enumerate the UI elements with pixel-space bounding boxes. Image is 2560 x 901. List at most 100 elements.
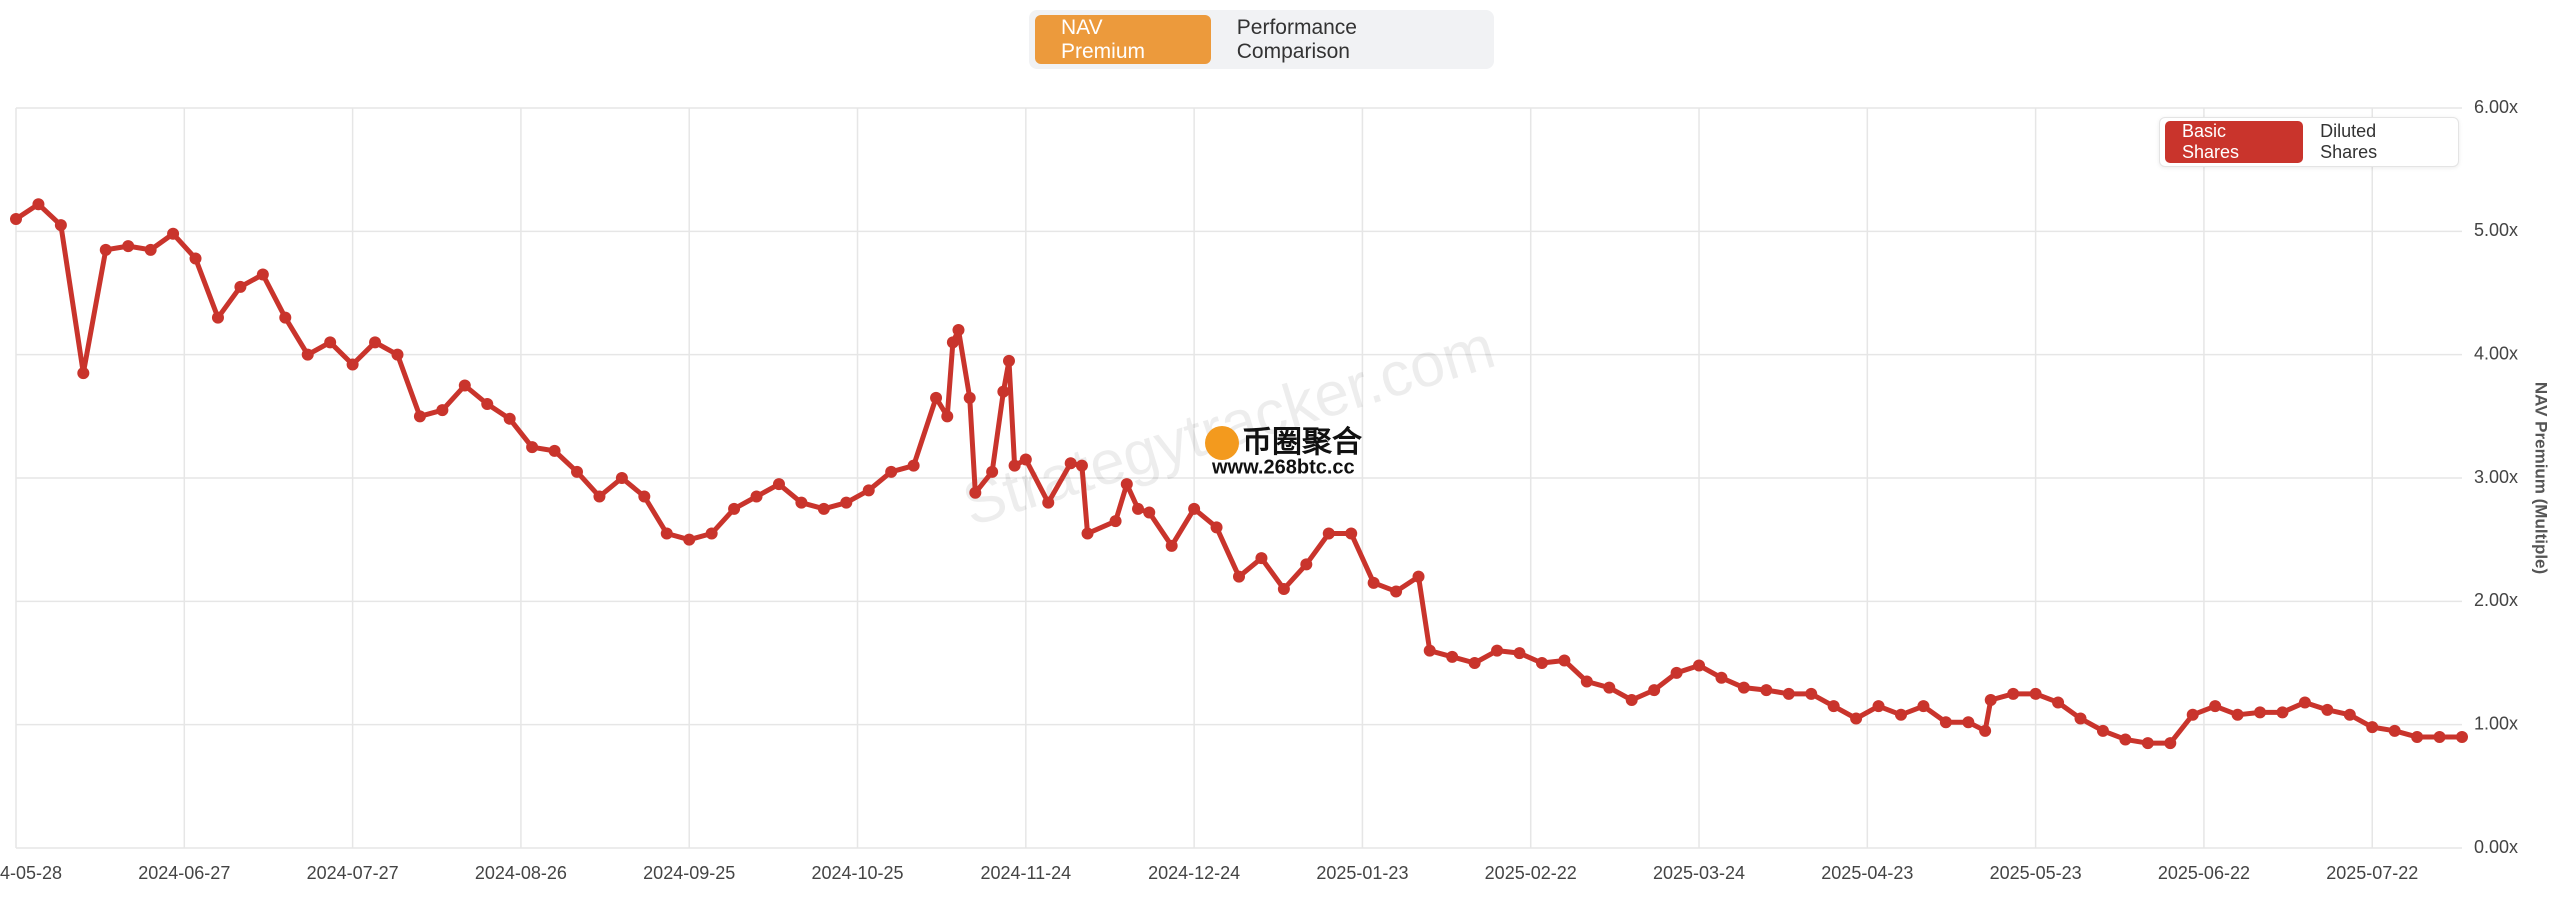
- data-point: [1277, 583, 1290, 595]
- x-tick-label: 2024-09-25: [643, 863, 735, 883]
- data-point: [2321, 703, 2334, 716]
- data-point: [1468, 657, 1481, 669]
- data-point: [705, 527, 718, 540]
- data-point: [2343, 708, 2356, 721]
- data-point: [946, 336, 959, 349]
- data-point: [1535, 657, 1548, 669]
- data-point: [615, 472, 628, 484]
- data-point: [413, 410, 426, 423]
- data-point: [1132, 502, 1145, 515]
- data-point: [1188, 502, 1201, 515]
- data-point: [1939, 716, 1952, 729]
- data-point: [2433, 731, 2446, 743]
- overlay-name: 币圈聚合: [1242, 425, 1362, 459]
- data-point: [1165, 539, 1178, 552]
- data-point: [728, 502, 741, 515]
- share-toggle: Basic Shares Diluted Shares: [2159, 117, 2459, 167]
- data-point: [54, 219, 67, 232]
- x-tick-label: 2025-02-22: [1485, 863, 1577, 883]
- data-point: [1648, 684, 1661, 697]
- data-point: [301, 348, 314, 361]
- data-point: [1760, 684, 1773, 697]
- data-point: [503, 412, 516, 425]
- data-point: [1143, 506, 1156, 519]
- data-point: [189, 252, 202, 265]
- data-point: [2164, 737, 2177, 750]
- data-point: [1962, 716, 1975, 729]
- x-tick-label: 2024-07-27: [307, 863, 399, 883]
- x-tick-label: 2024-05-28: [0, 863, 62, 883]
- data-point: [1255, 552, 1268, 565]
- overlay-icon: [1205, 426, 1239, 460]
- data-point: [817, 502, 830, 515]
- data-point: [1367, 576, 1380, 589]
- data-point: [1625, 694, 1638, 706]
- data-point: [1580, 675, 1593, 688]
- data-point: [1064, 457, 1077, 470]
- data-point: [526, 441, 539, 454]
- data-point: [369, 336, 382, 349]
- data-point: [997, 385, 1010, 398]
- data-point: [1019, 453, 1032, 466]
- data-point: [1008, 459, 1021, 472]
- data-point: [1917, 700, 1930, 713]
- y-tick-label: 6.00x: [2474, 97, 2518, 117]
- x-tick-label: 2024-10-25: [811, 863, 903, 883]
- x-tick-label: 2025-03-24: [1653, 863, 1745, 883]
- data-point: [907, 459, 920, 472]
- data-point: [1002, 354, 1015, 367]
- data-point: [986, 465, 999, 478]
- data-point: [1737, 681, 1750, 694]
- data-point: [750, 490, 763, 503]
- x-tick-label: 2024-06-27: [138, 863, 230, 883]
- data-point: [391, 348, 404, 361]
- x-tick-label: 2025-06-22: [2158, 863, 2250, 883]
- data-point: [1670, 666, 1683, 679]
- basic-shares[interactable]: Basic Shares: [2165, 121, 2304, 163]
- x-tick-label: 2024-12-24: [1148, 863, 1240, 883]
- data-point: [1081, 527, 1094, 540]
- data-point: [144, 243, 157, 256]
- data-point: [1513, 647, 1526, 660]
- data-point: [458, 379, 471, 392]
- data-point: [885, 465, 898, 478]
- data-point: [1558, 654, 1571, 667]
- x-tick-label: 2024-08-26: [475, 863, 567, 883]
- data-point: [1300, 558, 1313, 571]
- data-point: [167, 227, 180, 240]
- data-point: [941, 410, 954, 423]
- data-point: [1233, 570, 1245, 583]
- data-point: [2186, 708, 2199, 721]
- y-tick-label: 3.00x: [2474, 467, 2518, 487]
- data-point: [481, 398, 494, 410]
- data-point: [32, 198, 45, 211]
- data-point: [1603, 681, 1616, 694]
- diluted-shares[interactable]: Diluted Shares: [2320, 121, 2378, 162]
- data-point: [2029, 687, 2042, 700]
- y-axis-title: NAV Premium (Multiple): [2532, 382, 2551, 574]
- data-point: [1390, 585, 1403, 598]
- data-point: [1423, 644, 1436, 657]
- data-point: [256, 268, 269, 281]
- data-point: [683, 533, 696, 546]
- data-point: [2254, 706, 2267, 719]
- data-point: [593, 490, 606, 503]
- tab-performance[interactable]: Performance Comparison: [1236, 15, 1357, 63]
- data-point: [1109, 515, 1122, 528]
- data-point: [77, 367, 90, 380]
- data-point: [571, 465, 584, 478]
- y-tick-label: 0.00x: [2474, 837, 2518, 857]
- data-point: [1446, 650, 1459, 663]
- data-point: [2096, 724, 2109, 737]
- x-tick-label: 2025-04-23: [1821, 863, 1913, 883]
- tab-nav-premium[interactable]: NAV Premium: [1035, 15, 1211, 64]
- data-point: [2141, 737, 2154, 750]
- data-point: [2456, 731, 2468, 743]
- data-point: [2231, 708, 2244, 721]
- y-tick-label: 2.00x: [2474, 590, 2518, 610]
- data-point: [638, 490, 651, 503]
- data-point: [1782, 687, 1795, 700]
- data-point: [2298, 696, 2311, 709]
